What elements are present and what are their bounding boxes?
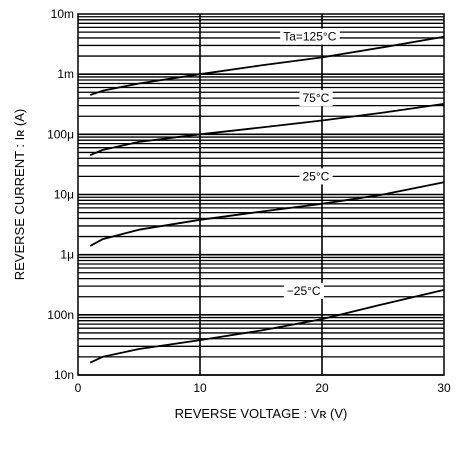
series-line <box>89 35 445 96</box>
grid <box>78 14 444 376</box>
curve-labels: Ta=125°C 75°C 25°C −25°C <box>280 28 340 299</box>
curve-label: 25°C <box>302 169 329 183</box>
y-tick-label: 1μ <box>60 248 74 262</box>
series-line <box>89 289 445 364</box>
y-tick-label: 10m <box>51 7 74 21</box>
y-axis-label: REVERSE CURRENT : Iʀ (A) <box>12 109 27 281</box>
curve-label-background <box>299 90 333 107</box>
y-tick-label: 10μ <box>54 188 74 202</box>
x-tick-label: 0 <box>75 381 82 395</box>
y-tick-label: 100n <box>47 308 74 322</box>
y-tick-label: 10n <box>54 368 74 382</box>
curve-label: 75°C <box>302 91 329 105</box>
curve-label-background <box>299 168 333 185</box>
series-line <box>89 103 445 157</box>
curve-label: −25°C <box>287 284 321 298</box>
y-tick-label: 1m <box>57 67 74 81</box>
x-axis-label: REVERSE VOLTAGE : Vʀ (V) <box>175 406 348 421</box>
y-tick-label: 100μ <box>47 127 74 141</box>
curve-label-background <box>283 282 324 299</box>
series-curves <box>89 35 445 364</box>
curve-label-background <box>280 28 340 45</box>
plot-frame <box>77 13 445 376</box>
curve-label: Ta=125°C <box>283 30 337 44</box>
x-tick-label: 10 <box>193 381 207 395</box>
x-tick-label: 20 <box>315 381 329 395</box>
tick-labels: 0 10 20 30 10n 100n 1μ 10μ 100μ 1m 10m <box>47 7 451 395</box>
x-tick-label: 30 <box>437 381 451 395</box>
series-line <box>89 181 445 247</box>
